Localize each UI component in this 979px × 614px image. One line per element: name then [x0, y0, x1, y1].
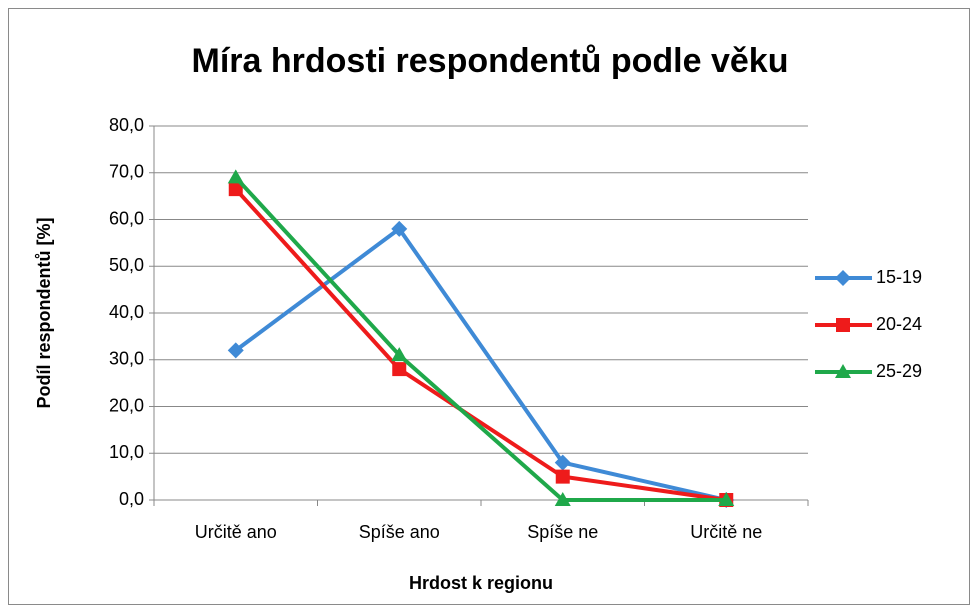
- series-line: [234, 226, 727, 502]
- y-tick-label: 50,0: [109, 255, 144, 275]
- x-tick-label: Spíše ne: [527, 522, 598, 542]
- y-tick-label: 70,0: [109, 162, 144, 182]
- legend-label: 25-29: [876, 361, 922, 381]
- legend-marker: [835, 364, 851, 378]
- data-point: [227, 342, 244, 359]
- data-point: [391, 347, 408, 362]
- x-tick-label: Určitě ano: [195, 522, 277, 542]
- x-axis-label: Hrdost k regionu: [409, 573, 553, 593]
- data-point: [228, 182, 243, 197]
- y-tick-label: 80,0: [109, 115, 144, 135]
- legend-marker: [835, 270, 851, 286]
- x-tick-label: Určitě ne: [690, 522, 762, 542]
- series-line: [234, 187, 727, 502]
- data-point: [718, 492, 735, 506]
- x-tick-label: Spíše ano: [359, 522, 440, 542]
- data-point: [554, 492, 571, 506]
- data-point: [555, 469, 570, 484]
- series-line: [234, 176, 727, 502]
- y-tick-label: 40,0: [109, 302, 144, 322]
- chart-border: [8, 8, 970, 605]
- data-point: [554, 454, 571, 471]
- y-tick-label: 10,0: [109, 442, 144, 462]
- y-tick-label: 60,0: [109, 208, 144, 228]
- data-point: [227, 169, 244, 184]
- legend-label: 15-19: [876, 267, 922, 287]
- y-tick-label: 0,0: [119, 489, 144, 509]
- y-tick-label: 20,0: [109, 395, 144, 415]
- chart-title: Míra hrdosti respondentů podle věku: [192, 42, 789, 80]
- legend-label: 20-24: [876, 314, 922, 334]
- y-tick-label: 30,0: [109, 349, 144, 369]
- data-point: [392, 362, 407, 377]
- data-point: [391, 220, 408, 237]
- legend-marker: [836, 318, 850, 332]
- y-axis-label: Podíl respondentů [%]: [34, 218, 54, 409]
